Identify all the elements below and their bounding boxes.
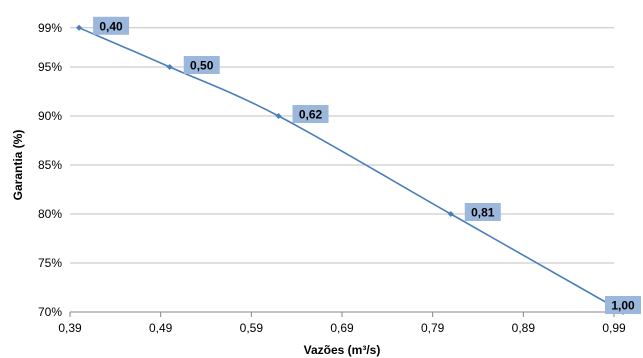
data-label-text: 0,81 bbox=[471, 206, 495, 220]
data-labels: 0,40 0,50 0,62 0,81 1,00 bbox=[93, 16, 641, 314]
y-axis-title: Garantia (%) bbox=[11, 130, 25, 201]
data-label-text: 0,40 bbox=[99, 19, 123, 33]
gridlines bbox=[70, 27, 614, 264]
y-tick-label: 85% bbox=[38, 158, 62, 172]
data-label-box bbox=[183, 56, 220, 74]
y-tick-label: 80% bbox=[38, 207, 62, 221]
y-tick-label: 70% bbox=[38, 305, 62, 319]
data-point bbox=[166, 64, 173, 70]
data-label-box bbox=[93, 16, 130, 35]
x-tick-label: 0,69 bbox=[330, 321, 354, 335]
x-tick-label: 0,89 bbox=[512, 321, 536, 335]
y-tick-label: 75% bbox=[38, 256, 62, 270]
data-label-box bbox=[464, 203, 501, 221]
data-label: 0,62 bbox=[292, 105, 329, 123]
x-tick-label: 0,49 bbox=[149, 321, 173, 335]
data-label: 0,81 bbox=[464, 203, 501, 221]
y-tick-label: 90% bbox=[38, 109, 62, 123]
data-point bbox=[76, 24, 83, 31]
data-label: 0,40 bbox=[93, 16, 130, 35]
data-label-text: 0,50 bbox=[190, 59, 214, 73]
data-label-text: 0,62 bbox=[299, 108, 323, 122]
data-label: 1,00 bbox=[605, 296, 641, 314]
data-point bbox=[275, 113, 282, 119]
data-point bbox=[447, 211, 454, 217]
y-tick-labels: 70% 75% 80% 85% 90% 95% 99% bbox=[38, 21, 62, 319]
data-label: 0,50 bbox=[183, 56, 220, 74]
x-tick-labels: 0,39 0,49 0,59 0,69 0,79 0,89 0,99 bbox=[58, 312, 626, 335]
y-tick-label: 95% bbox=[38, 60, 62, 74]
x-tick-label: 0,99 bbox=[602, 321, 626, 335]
data-label-box bbox=[605, 296, 641, 314]
data-label-text: 1,00 bbox=[611, 299, 635, 313]
x-tick-label: 0,79 bbox=[421, 321, 445, 335]
x-tick-label: 0,39 bbox=[58, 321, 82, 335]
data-label-box bbox=[292, 105, 329, 123]
x-axis-title: Vazões (m³/s) bbox=[304, 343, 381, 357]
data-markers bbox=[76, 24, 627, 315]
x-tick-label: 0,59 bbox=[240, 321, 264, 335]
series-line bbox=[78, 27, 624, 313]
y-tick-label: 99% bbox=[38, 21, 62, 35]
